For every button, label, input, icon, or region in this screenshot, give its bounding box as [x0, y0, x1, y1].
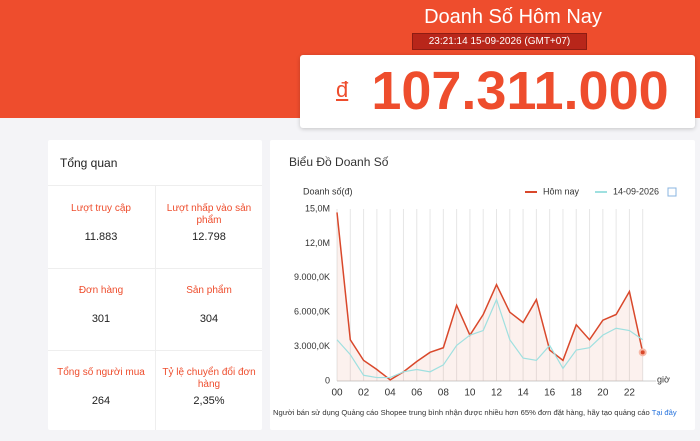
- metric: Lượt nhấp vào sản phẩm 12.798: [156, 203, 262, 243]
- y-tick-label: 0: [325, 375, 330, 385]
- chart-card: Biểu Đồ Doanh Số Doanh số(đ) giờ Người b…: [270, 140, 695, 430]
- metric-value: 264: [91, 395, 111, 407]
- x-tick-label: 00: [331, 388, 343, 399]
- x-axis-label: giờ: [657, 374, 670, 384]
- metric-label: Tổng số người mua: [57, 367, 145, 378]
- y-tick-label: 15,0M: [305, 203, 330, 213]
- divider: [155, 185, 156, 430]
- metric-label: Đơn hàng: [78, 285, 124, 296]
- line: [336, 297, 644, 379]
- x-tick-label: 22: [624, 388, 636, 399]
- overview-card: Tổng quan Lượt truy cập 11.883 Lượt nhấp v…: [48, 140, 262, 430]
- metric: Sản phẩm 304: [156, 285, 262, 325]
- divider: [48, 350, 262, 351]
- total-sales: 107.311.000: [371, 61, 669, 121]
- timestamp: 23:21:14 15-09-2026 (GMT+07): [412, 33, 587, 50]
- metric-value: 301: [91, 313, 111, 325]
- ad-note: Người bán sử dụng Quảng cáo Shopee trung…: [273, 408, 677, 417]
- x-tick-label: 18: [571, 388, 583, 399]
- x-tick-label: 04: [385, 388, 397, 399]
- metric-label: Lượt nhấp vào sản phẩm: [166, 203, 252, 226]
- metric: Đơn hàng 301: [48, 285, 154, 325]
- metric-label: Lượt truy cập: [71, 203, 131, 214]
- metric-value: 11.883: [84, 231, 118, 243]
- chart-title: Biểu Đồ Doanh Số: [289, 155, 389, 169]
- x-tick-label: 08: [438, 388, 450, 399]
- metric-value: 2,35%: [193, 395, 225, 407]
- end-point: [638, 348, 647, 357]
- metric-label: Sản phẩm: [186, 285, 232, 296]
- header-title: Doanh Số Hôm Nay: [424, 6, 602, 28]
- note-link[interactable]: Tại đây: [652, 408, 677, 417]
- overview-title: Tổng quan: [60, 156, 118, 170]
- metric: Tỷ lệ chuyển đổi đơn hàng 2,35%: [156, 367, 262, 407]
- x-tick-label: 12: [491, 388, 503, 399]
- note-text: Người bán sử dụng Quảng cáo Shopee trung…: [273, 408, 650, 417]
- currency: đ: [336, 77, 349, 102]
- calendar-icon[interactable]: [667, 187, 677, 197]
- legend-label: Hôm nay: [543, 186, 580, 196]
- metric: Lượt truy cập 11.883: [48, 203, 154, 243]
- metric-label: Tỷ lệ chuyển đổi đơn hàng: [162, 367, 256, 390]
- x-tick-label: 16: [544, 388, 556, 399]
- total-card: đ 107.311.000: [300, 55, 695, 128]
- area: [337, 212, 643, 381]
- y-tick-label: 12,0M: [305, 238, 330, 248]
- y-tick-label: 3.000,0K: [294, 341, 330, 351]
- x-tick-label: 02: [358, 388, 370, 399]
- divider: [48, 268, 262, 269]
- y-tick-label: 6.000,0K: [294, 307, 330, 317]
- metric: Tổng số người mua 264: [48, 367, 154, 407]
- x-tick-label: 06: [411, 388, 423, 399]
- y-tick-label: 9.000,0K: [294, 272, 330, 282]
- y-axis-label: Doanh số(đ): [303, 186, 353, 196]
- x-tick-label: 10: [464, 388, 476, 399]
- metric-value: 12.798: [192, 231, 226, 243]
- x-tick-label: 14: [518, 388, 530, 399]
- legend-label: 14-09-2026: [613, 186, 659, 196]
- metric-value: 304: [199, 313, 219, 325]
- chart: Biểu Đồ Doanh Số Doanh số(đ) giờ Người b…: [273, 155, 677, 417]
- x-tick-label: 20: [597, 388, 609, 399]
